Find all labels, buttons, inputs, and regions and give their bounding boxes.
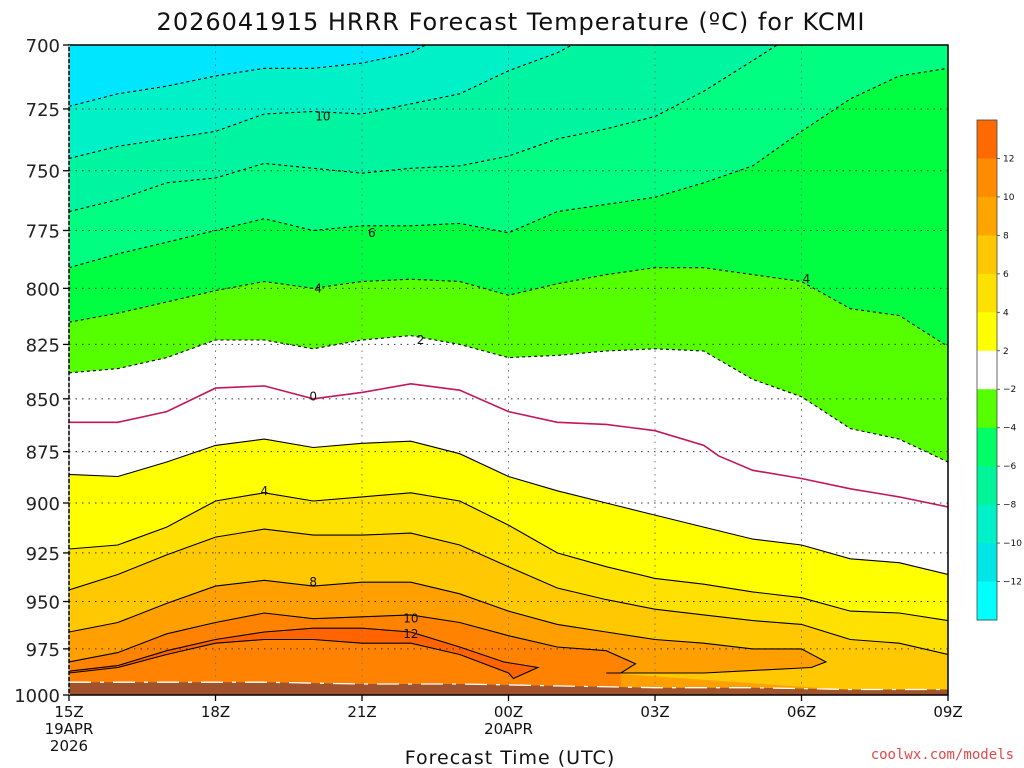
y-tick-label: 775 <box>26 221 60 242</box>
colorbar-label: −4 <box>1003 424 1017 434</box>
y-axis: 700 725 750 775 800 825 850 875 900 925 950 975 1000 <box>14 36 69 707</box>
colorbar-swatch <box>977 120 997 159</box>
isotherm-line-minus12 <box>69 45 426 107</box>
x-tick-label: 06Z <box>787 703 816 721</box>
y-tick-label: 900 <box>26 494 60 515</box>
y-tick-label: 750 <box>26 162 60 183</box>
y-tick-label: 950 <box>26 593 60 614</box>
contour-label: 0 <box>309 390 317 404</box>
colorbar-label: −6 <box>1003 462 1017 472</box>
surface-fill <box>69 682 948 695</box>
colorbar-label: 4 <box>1003 308 1009 318</box>
colorbar-swatch <box>977 543 997 583</box>
colorbar-label: 2 <box>1003 347 1009 357</box>
colorbar-swatch <box>977 273 997 313</box>
isotherm-line-minus10 <box>69 45 573 160</box>
colorbar-swatch <box>977 427 997 467</box>
surface-ground <box>69 681 948 695</box>
colorbar-swatch <box>977 504 997 544</box>
y-tick-label: 700 <box>26 36 60 57</box>
y-tick-label: 825 <box>26 335 60 356</box>
y-tick-label: 1000 <box>14 686 60 707</box>
isotherm-line-0 <box>69 382 948 508</box>
x-tick-label: 03Z <box>640 703 669 721</box>
colorbar-label: −8 <box>1003 501 1017 511</box>
fill-band-plus12 <box>69 628 538 695</box>
credit-text: coolwx.com/models <box>871 747 1014 763</box>
colorbar-label: 12 <box>1003 154 1014 164</box>
colorbar-frame <box>976 119 998 621</box>
x-tick-label: 2026 <box>50 737 88 755</box>
grid-lines <box>69 45 948 695</box>
contour-label: 10 <box>403 612 418 626</box>
isotherm-line-10 <box>69 612 637 674</box>
colorbar-label: 6 <box>1003 270 1009 280</box>
x-tick-label: 19APR <box>45 720 94 738</box>
isotherm-line-6 <box>69 528 948 656</box>
colorbar-swatch <box>977 581 997 621</box>
colorbar-swatch <box>977 196 997 236</box>
y-tick-label: 850 <box>26 390 60 411</box>
contour-label: 4 <box>314 281 322 295</box>
colorbar-swatch <box>977 158 997 198</box>
colorbar-label: −12 <box>1003 578 1022 588</box>
fill-band-plus10 <box>69 613 636 695</box>
isotherm-line-minus6 <box>69 67 948 269</box>
isotherm-line-4 <box>69 492 948 622</box>
contour-label: 12 <box>403 627 418 641</box>
contour-label: 2 <box>417 333 425 347</box>
y-tick-label: 800 <box>26 279 60 300</box>
colorbar-label: −2 <box>1003 385 1016 395</box>
colorbar-swatch <box>977 235 997 275</box>
isotherm-line-2 <box>69 438 948 576</box>
y-tick-label: 975 <box>26 640 60 661</box>
y-tick-label: 925 <box>26 544 60 565</box>
x-tick-label: 21Z <box>347 703 376 721</box>
x-tick-label: 00Z <box>494 703 523 721</box>
x-tick-label: 20APR <box>484 720 533 738</box>
x-axis-label: Forecast Time (UTC) <box>405 747 615 768</box>
colorbar-label: 10 <box>1003 193 1015 203</box>
x-tick-label: 15Z <box>54 703 83 721</box>
y-tick-label: 725 <box>26 100 60 121</box>
isotherm-line-12 <box>69 627 540 680</box>
isotherm-line-minus8 <box>69 45 778 213</box>
chart-title: 2026041915 HRRR Forecast Temperature (ºC… <box>157 8 866 36</box>
isotherm-line-minus2 <box>69 335 948 463</box>
isotherm-line-8 <box>69 579 828 674</box>
contour-label: 4 <box>803 272 811 286</box>
x-tick-label: 18Z <box>201 703 230 721</box>
contour-label: 4 <box>261 484 269 498</box>
colorbar-swatch <box>977 350 997 390</box>
contour-label: 8 <box>309 575 317 589</box>
colorbar-label: 8 <box>1003 231 1009 241</box>
contour-label: 6 <box>368 226 376 240</box>
y-tick-label: 875 <box>26 443 60 464</box>
colorbar-swatch <box>977 312 997 352</box>
isotherm-lines <box>69 45 948 680</box>
colorbar-swatch <box>977 389 997 429</box>
x-tick-label: 09Z <box>933 703 962 721</box>
surface-line <box>69 681 948 691</box>
colorbar-label: −10 <box>1003 539 1022 549</box>
colorbar-legend: 12 10 8 6 4 2 −2 −4 −6 −8 −10 −12 <box>976 119 1022 621</box>
colorbar-swatch <box>977 466 997 506</box>
isotherm-line-minus4 <box>69 267 948 348</box>
contour-label: 10 <box>315 109 330 123</box>
